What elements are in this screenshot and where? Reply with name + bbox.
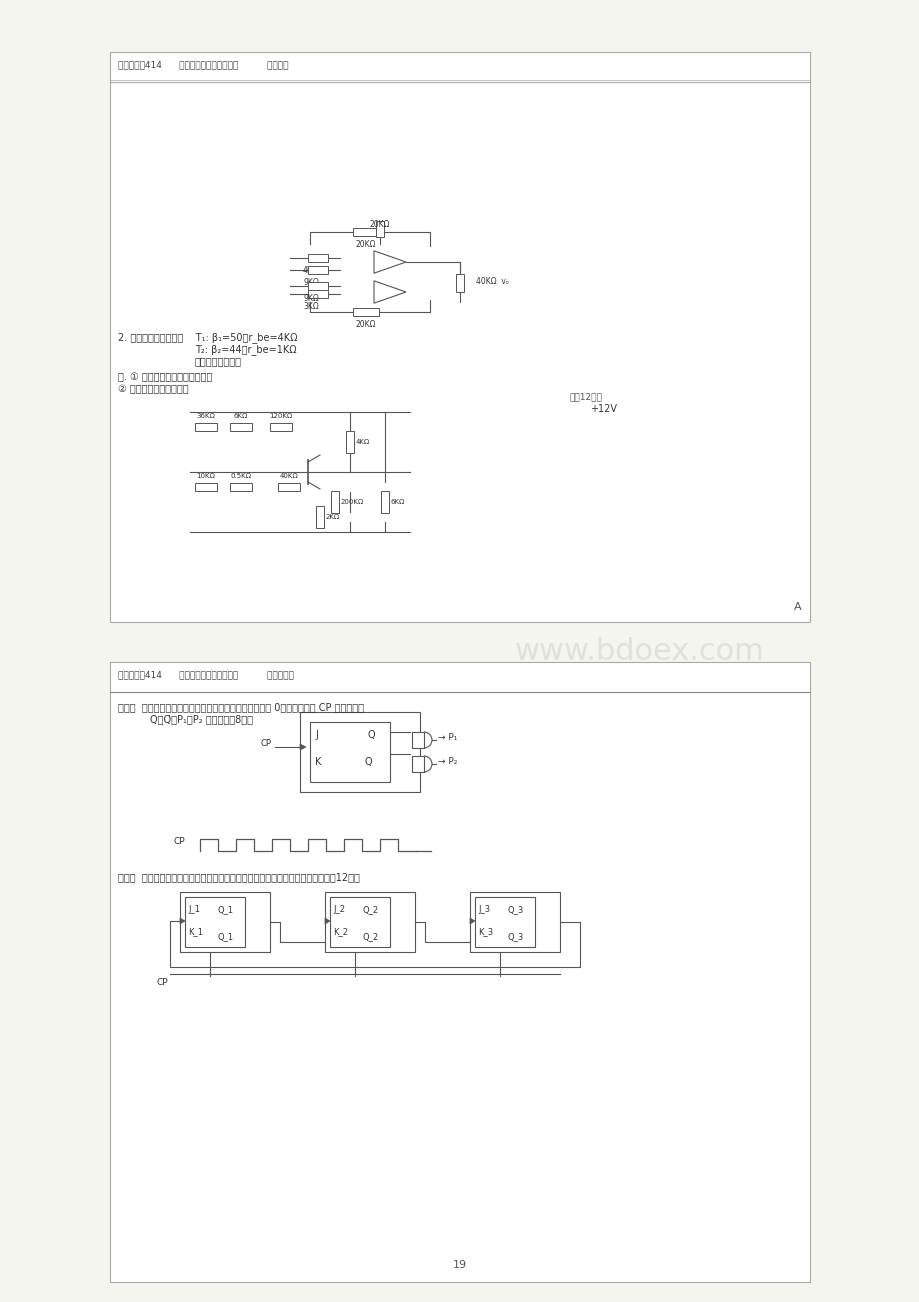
Text: Q̄: Q̄ — [365, 756, 372, 767]
Text: Q̄_2: Q̄_2 — [363, 932, 379, 941]
Bar — [308, 290, 328, 298]
Bar — [230, 423, 252, 431]
Text: T₂: β₂=44，r_be=1KΩ: T₂: β₂=44，r_be=1KΩ — [195, 344, 296, 355]
Text: Q̄_3: Q̄_3 — [507, 932, 524, 941]
Text: 0.5KΩ: 0.5KΩ — [231, 473, 251, 479]
Bar — [308, 283, 328, 290]
Text: Q̄_1: Q̄_1 — [218, 932, 233, 941]
Text: ② 求出总电压放大倍数。: ② 求出总电压放大倍数。 — [118, 384, 188, 395]
Bar — [300, 712, 420, 792]
Text: 40KΩ: 40KΩ — [279, 473, 298, 479]
Text: 19: 19 — [452, 1260, 467, 1269]
Bar — [195, 483, 217, 491]
Text: J_2: J_2 — [333, 905, 345, 914]
Polygon shape — [470, 918, 474, 924]
Bar — [110, 52, 809, 622]
Text: 6KΩ: 6KΩ — [233, 413, 248, 419]
Bar — [331, 491, 338, 513]
Text: K_2: K_2 — [333, 927, 347, 936]
Bar — [474, 897, 535, 947]
Bar — [278, 483, 300, 491]
Text: 十二、  写出下图的时钟方程、驱动方程和状态方程，并画出各触发器的波形图。（12分）: 十二、 写出下图的时钟方程、驱动方程和状态方程，并画出各触发器的波形图。（12分… — [118, 872, 359, 881]
Text: 十一、  电路如下图，触发器为主从型触发器，设其初态为 0，画出电路在 CP 信号作用所: 十一、 电路如下图，触发器为主从型触发器，设其初态为 0，画出电路在 CP 信号… — [118, 702, 364, 712]
Text: J: J — [314, 730, 318, 740]
Polygon shape — [324, 918, 330, 924]
Bar — [346, 431, 354, 453]
Text: Q_2: Q_2 — [363, 905, 379, 914]
Bar — [470, 892, 560, 952]
Text: （共12分）: （共12分） — [570, 392, 602, 401]
Bar — [376, 221, 383, 237]
Text: K_3: K_3 — [478, 927, 493, 936]
Bar — [195, 423, 217, 431]
Bar — [180, 892, 269, 952]
Text: 2. 下面电路中晶体管：    T₁: β₁=50，r_be=4KΩ: 2. 下面电路中晶体管： T₁: β₁=50，r_be=4KΩ — [118, 332, 297, 342]
Text: 2KΩ: 2KΩ — [325, 514, 340, 519]
Text: J_3: J_3 — [478, 905, 490, 914]
Polygon shape — [180, 918, 185, 924]
Text: www.bdoex.com: www.bdoex.com — [515, 638, 764, 667]
Bar — [412, 756, 424, 772]
Bar — [324, 892, 414, 952]
Bar — [308, 266, 328, 273]
Text: Q_3: Q_3 — [507, 905, 524, 914]
Bar — [269, 423, 291, 431]
Text: 科目代码：414      科目名称：电子技术基础          适用专业：: 科目代码：414 科目名称：电子技术基础 适用专业： — [118, 671, 293, 680]
Bar — [310, 723, 390, 783]
Text: 求. ① 画出电路的微变等效电路。: 求. ① 画出电路的微变等效电路。 — [118, 372, 212, 381]
Text: 200KΩ: 200KΩ — [341, 499, 364, 505]
Text: 9KΩ: 9KΩ — [302, 279, 319, 286]
Text: 20KΩ: 20KΩ — [369, 220, 390, 229]
Text: CP: CP — [261, 740, 272, 749]
Text: A: A — [793, 602, 801, 612]
Bar — [353, 228, 379, 236]
Text: CP: CP — [156, 978, 168, 987]
Text: 20KΩ: 20KΩ — [356, 240, 376, 249]
Text: 6KΩ: 6KΩ — [391, 499, 405, 505]
Text: 10KΩ: 10KΩ — [197, 473, 215, 479]
Text: J_1: J_1 — [187, 905, 199, 914]
Text: 3KΩ: 3KΩ — [302, 302, 319, 311]
Text: 20KΩ: 20KΩ — [356, 320, 376, 329]
Text: 9KΩ: 9KΩ — [302, 294, 319, 303]
Text: 科目代码：414      科目名称：电子技术基础          适用专业: 科目代码：414 科目名称：电子技术基础 适用专业 — [118, 60, 289, 69]
Text: → P₁: → P₁ — [437, 733, 457, 742]
Text: Q: Q — [368, 730, 375, 740]
Text: CP: CP — [173, 837, 185, 846]
Text: Q_1: Q_1 — [218, 905, 233, 914]
Text: 4KΩ: 4KΩ — [302, 266, 319, 275]
Text: → P₂: → P₂ — [437, 756, 457, 766]
Bar — [353, 309, 379, 316]
Bar — [380, 491, 389, 513]
Bar — [230, 483, 252, 491]
Bar — [308, 254, 328, 262]
Bar — [185, 897, 244, 947]
Text: K: K — [314, 756, 321, 767]
Text: 40KΩ  vₒ: 40KΩ vₒ — [475, 277, 508, 286]
Text: K_1: K_1 — [187, 927, 203, 936]
Text: Q、Q̄、P₁、P₂ 的波形。（8分）: Q、Q̄、P₁、P₂ 的波形。（8分） — [150, 713, 253, 724]
Bar — [456, 273, 463, 292]
Text: 120KΩ: 120KΩ — [269, 413, 292, 419]
Text: 4KΩ: 4KΩ — [356, 439, 369, 445]
Bar — [110, 661, 809, 1282]
Polygon shape — [300, 743, 306, 750]
Bar — [330, 897, 390, 947]
Text: +12V: +12V — [589, 404, 617, 414]
Text: 其余参数如图示。: 其余参数如图示。 — [195, 355, 242, 366]
Bar — [315, 506, 323, 529]
Text: 36KΩ: 36KΩ — [197, 413, 215, 419]
Bar — [412, 732, 424, 749]
